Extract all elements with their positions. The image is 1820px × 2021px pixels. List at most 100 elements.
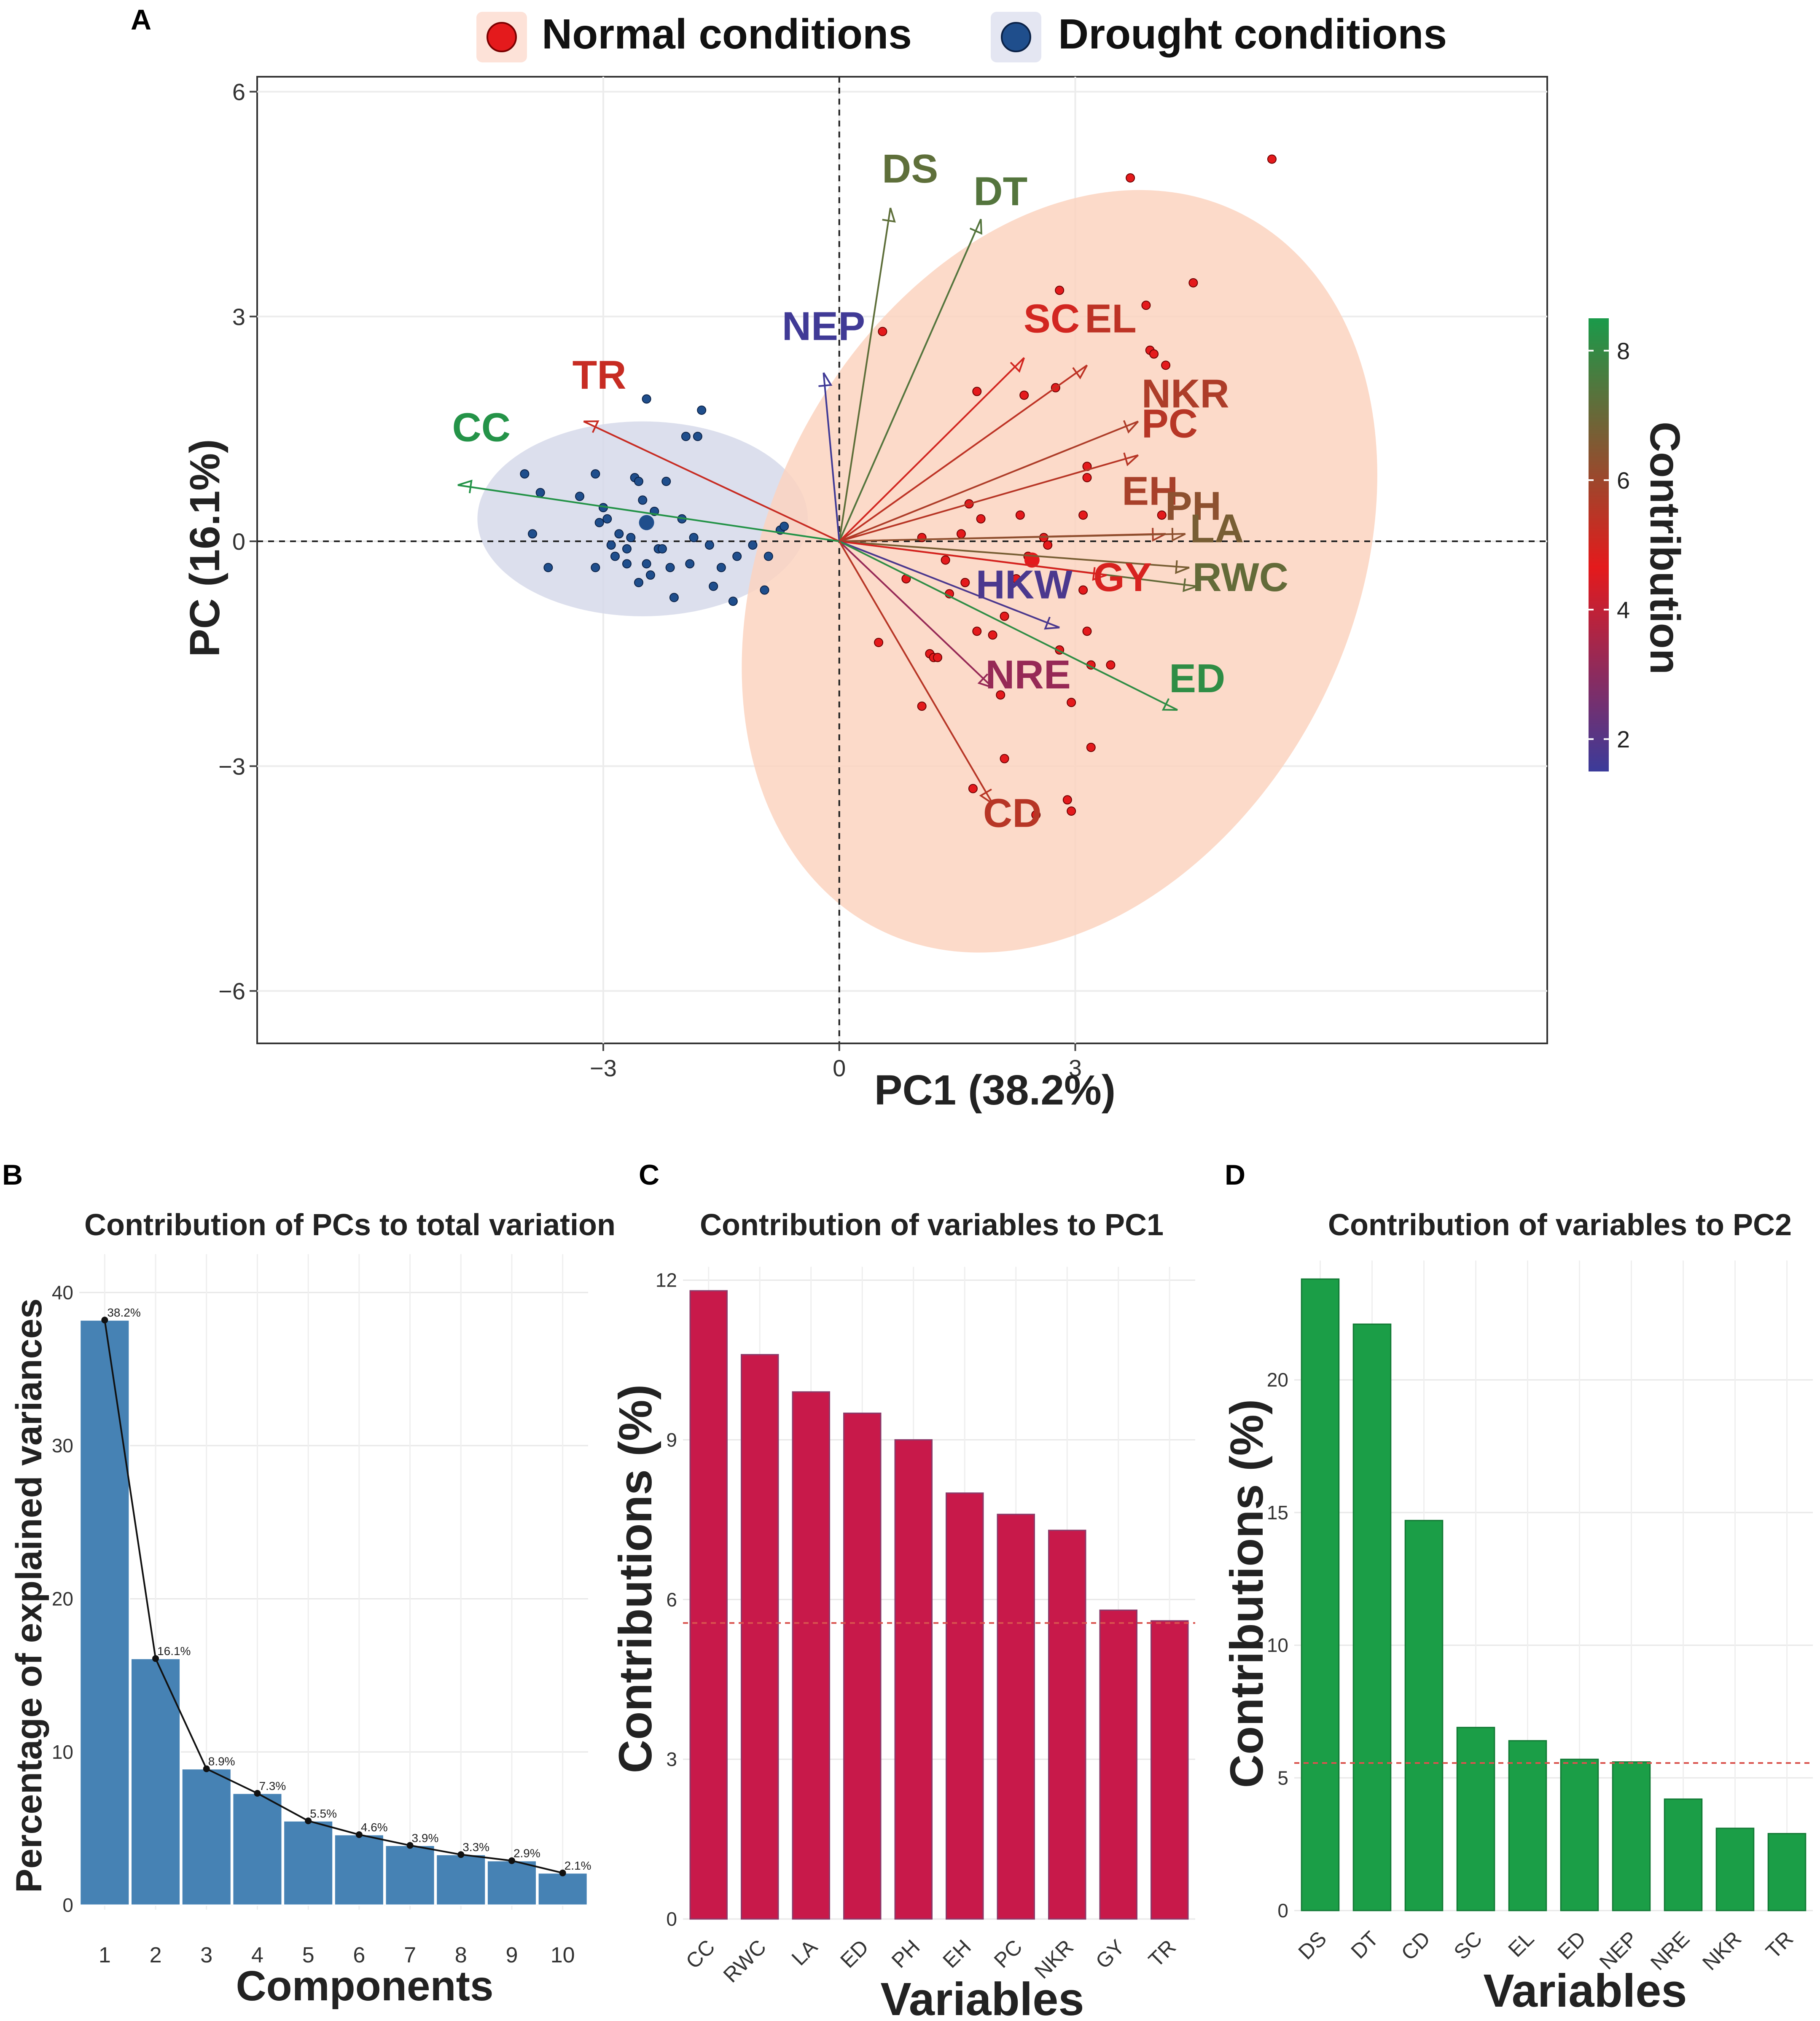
panel-c: C Contribution of variables to PC1 0 3 6 9 1… bbox=[610, 1159, 1195, 2021]
x-tick-label: DT bbox=[1347, 1927, 1383, 1963]
vector-arrowhead bbox=[977, 673, 993, 688]
bar-8 bbox=[436, 1854, 487, 1906]
vector-arrowhead bbox=[1044, 616, 1060, 630]
y-tick-label: 12 bbox=[656, 1269, 677, 1291]
x-tick-label: 3 bbox=[1069, 1055, 1082, 1081]
chart-b-x-axis-title: Components bbox=[236, 1962, 493, 2010]
drought-point bbox=[704, 540, 714, 550]
chart-d-x-axis-title: Variables bbox=[1483, 1965, 1687, 2017]
chart-c-title: Contribution of variables to PC1 bbox=[700, 1208, 1164, 1242]
x-tick-label: LA bbox=[787, 1935, 822, 1970]
bar-cc bbox=[689, 1290, 728, 1920]
value-label: 3.9% bbox=[412, 1831, 439, 1844]
vector-arrowhead bbox=[457, 479, 473, 494]
drought-point bbox=[693, 432, 702, 441]
scree-point bbox=[254, 1790, 261, 1797]
value-label: 5.5% bbox=[310, 1807, 337, 1820]
vector-label-tr: TR bbox=[573, 352, 626, 398]
x-tick-label: 8 bbox=[455, 1943, 467, 1967]
value-label: 2.9% bbox=[513, 1847, 540, 1860]
x-tick-label: −3 bbox=[590, 1055, 617, 1081]
vector-cc bbox=[457, 484, 840, 543]
bar-pc bbox=[997, 1513, 1035, 1920]
scree-point bbox=[406, 1842, 414, 1849]
vector-label-la: LA bbox=[1190, 506, 1244, 551]
drought-point bbox=[642, 394, 651, 404]
x-tick-label: 10 bbox=[551, 1943, 575, 1967]
normal-point bbox=[1011, 574, 1021, 583]
normal-point bbox=[1106, 660, 1116, 670]
x-tick-label: 5 bbox=[302, 1943, 315, 1967]
scree-point bbox=[203, 1765, 210, 1772]
chart-c-y-axis-title: Contributions (%) bbox=[610, 1384, 661, 1774]
value-label: 38.2% bbox=[107, 1306, 140, 1319]
normal-point bbox=[1031, 810, 1041, 820]
x-tick-label: PH bbox=[887, 1935, 925, 1973]
drought-point bbox=[645, 570, 655, 580]
normal-point bbox=[1043, 540, 1053, 550]
y-tick-label: 5 bbox=[1277, 1767, 1288, 1789]
vector-label-gy: GY bbox=[1093, 555, 1152, 600]
colorbar: 2 4 6 8 Contribution bbox=[1589, 318, 1688, 771]
drought-point bbox=[610, 551, 620, 561]
chart-d-title: Contribution of variables to PC2 bbox=[1328, 1208, 1792, 1242]
normal-point bbox=[968, 784, 978, 793]
normal-point bbox=[960, 578, 970, 587]
bar-5 bbox=[283, 1820, 334, 1906]
normal-point bbox=[972, 387, 982, 396]
normal-point bbox=[1141, 301, 1151, 310]
bar-9 bbox=[486, 1860, 537, 1906]
x-tick-label: SC bbox=[1449, 1927, 1487, 1964]
vector-arrowhead bbox=[1072, 365, 1088, 379]
bar-tr bbox=[1151, 1620, 1189, 1920]
normal-point bbox=[1086, 742, 1096, 752]
vector-dt bbox=[838, 218, 982, 542]
normal-point bbox=[1267, 154, 1277, 164]
bar-7 bbox=[384, 1844, 436, 1906]
vector-nkr bbox=[839, 420, 1139, 542]
vector-arrowhead bbox=[1175, 560, 1190, 574]
y-tick-label: 6 bbox=[666, 1588, 677, 1610]
chart-b-y-axis-title: Percentage of explained variances bbox=[9, 1298, 49, 1893]
bar-ph bbox=[894, 1439, 933, 1920]
vector-label-sc: SC bbox=[1024, 296, 1080, 341]
y-tick-label: −6 bbox=[218, 978, 245, 1005]
x-tick-label: 4 bbox=[251, 1943, 263, 1967]
legend: Normal conditions Drought conditions bbox=[476, 11, 1447, 62]
bar-nre bbox=[1664, 1798, 1703, 1911]
vector-arrowhead bbox=[1183, 578, 1198, 592]
y-tick-label: 0 bbox=[62, 1894, 73, 1916]
normal-point bbox=[1015, 510, 1025, 520]
x-tick-label: RWC bbox=[719, 1935, 771, 1987]
normal-point bbox=[933, 653, 942, 662]
drought-point bbox=[614, 529, 624, 539]
drought-point bbox=[685, 559, 695, 569]
normal-point bbox=[1019, 390, 1029, 400]
vector-label-ed: ED bbox=[1169, 656, 1225, 701]
normal-point bbox=[1000, 754, 1009, 763]
drought-point bbox=[760, 585, 769, 595]
bar-1 bbox=[79, 1319, 130, 1906]
x-tick-label: 7 bbox=[404, 1943, 416, 1967]
colorbar-gradient bbox=[1589, 318, 1609, 771]
drought-point bbox=[591, 563, 600, 572]
vector-label-ds: DS bbox=[882, 146, 938, 191]
vector-arrowhead bbox=[1171, 528, 1186, 542]
drought-point bbox=[626, 533, 636, 543]
bar-rwc bbox=[741, 1354, 779, 1920]
vector-label-nre: NRE bbox=[985, 652, 1071, 697]
x-tick-label: ED bbox=[836, 1935, 873, 1973]
legend-drought-label: Drought conditions bbox=[1058, 11, 1447, 58]
bar-la bbox=[792, 1391, 830, 1920]
bar-2 bbox=[130, 1658, 181, 1906]
vector-ed bbox=[839, 540, 1178, 711]
bar-nep bbox=[1612, 1761, 1651, 1911]
y-tick-label: 20 bbox=[52, 1588, 73, 1610]
normal-point bbox=[1067, 698, 1076, 707]
drought-centroid bbox=[639, 515, 654, 530]
scree-point bbox=[355, 1831, 363, 1838]
x-tick-label: TR bbox=[1761, 1927, 1798, 1963]
colorbar-title: Contribution bbox=[1641, 422, 1688, 675]
drought-point bbox=[669, 593, 679, 602]
